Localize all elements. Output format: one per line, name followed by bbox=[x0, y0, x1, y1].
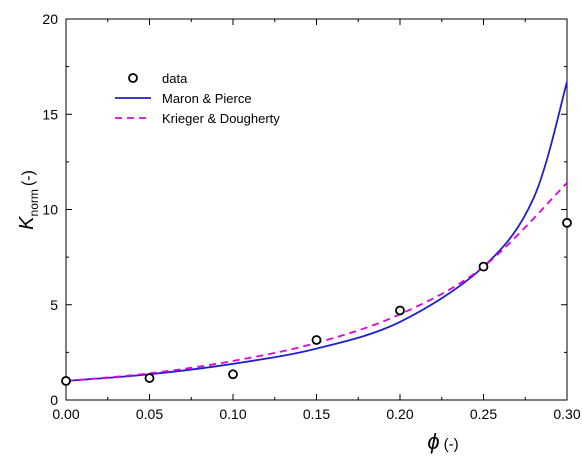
series-layer bbox=[61, 81, 572, 386]
legend-label-1: Maron & Pierce bbox=[162, 91, 252, 106]
data-point bbox=[311, 335, 322, 345]
x-axis-unit: (-) bbox=[444, 436, 459, 453]
x-axis: 0.00 0.05 0.10 0.15 0.20 0.25 0.30 bbox=[52, 19, 581, 422]
x-tick-label: 0.20 bbox=[386, 406, 413, 422]
data-point bbox=[562, 217, 572, 228]
y-tick-label: 15 bbox=[42, 106, 58, 122]
y-axis-label: Knorm (-) bbox=[16, 170, 41, 230]
data-point bbox=[144, 373, 155, 383]
legend: data Maron & Pierce Krieger & Dougherty bbox=[115, 71, 280, 126]
x-tick-label: 0.30 bbox=[553, 406, 580, 422]
data-point bbox=[395, 305, 405, 316]
x-tick-label: 0.25 bbox=[470, 406, 497, 422]
legend-label-2: Krieger & Dougherty bbox=[162, 111, 280, 126]
x-tick-label: 0.05 bbox=[136, 406, 163, 422]
y-axis-symbol: K bbox=[16, 215, 38, 230]
series-line-1 bbox=[66, 81, 567, 382]
x-tick-label: 0.15 bbox=[303, 406, 330, 422]
y-tick-label: 0 bbox=[50, 392, 58, 408]
y-tick-label: 5 bbox=[50, 297, 58, 313]
legend-label-0: data bbox=[162, 71, 188, 86]
data-point bbox=[228, 369, 238, 380]
y-tick-label: 20 bbox=[42, 11, 58, 27]
x-tick-label: 0.00 bbox=[52, 406, 79, 422]
x-tick-label: 0.10 bbox=[219, 406, 246, 422]
y-axis: 0 5 10 15 20 bbox=[42, 11, 567, 408]
legend-marker-0 bbox=[128, 73, 138, 83]
y-tick-label: 10 bbox=[42, 202, 58, 218]
y-axis-unit: (-) bbox=[20, 170, 37, 186]
y-axis-subscript: norm bbox=[27, 189, 41, 216]
data-point bbox=[61, 376, 71, 386]
data-point bbox=[478, 261, 489, 272]
series-line-2 bbox=[66, 182, 567, 382]
x-axis-label: ϕ (-) bbox=[427, 429, 458, 454]
x-axis-symbol: ϕ bbox=[427, 429, 439, 454]
